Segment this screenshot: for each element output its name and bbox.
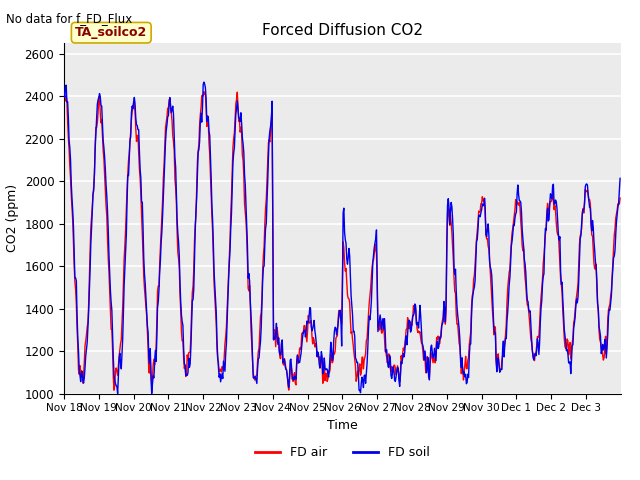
Line: FD air: FD air: [64, 91, 620, 390]
FD soil: [114, 391, 122, 396]
Title: Forced Diffusion CO2: Forced Diffusion CO2: [262, 23, 423, 38]
FD air: [228, 170, 236, 176]
FD air: [400, 347, 408, 353]
FD soil: [278, 340, 285, 346]
Y-axis label: CO2 (ppm): CO2 (ppm): [6, 184, 19, 252]
FD soil: [432, 358, 440, 364]
FD air: [277, 356, 285, 361]
FD soil: [200, 79, 208, 85]
FD soil: [616, 176, 624, 181]
FD air: [110, 387, 118, 393]
FD air: [256, 329, 264, 335]
Legend: FD air, FD soil: FD air, FD soil: [250, 442, 435, 465]
FD air: [431, 360, 439, 366]
FD soil: [257, 339, 264, 345]
Text: No data for f_FD_Flux: No data for f_FD_Flux: [6, 12, 132, 25]
FD soil: [126, 138, 134, 144]
FD soil: [401, 349, 408, 355]
FD soil: [229, 160, 237, 166]
FD air: [126, 138, 134, 144]
FD air: [60, 88, 68, 94]
X-axis label: Time: Time: [327, 419, 358, 432]
Text: TA_soilco2: TA_soilco2: [75, 26, 147, 39]
Line: FD soil: FD soil: [64, 82, 620, 394]
FD soil: [60, 89, 68, 95]
FD air: [616, 195, 624, 201]
